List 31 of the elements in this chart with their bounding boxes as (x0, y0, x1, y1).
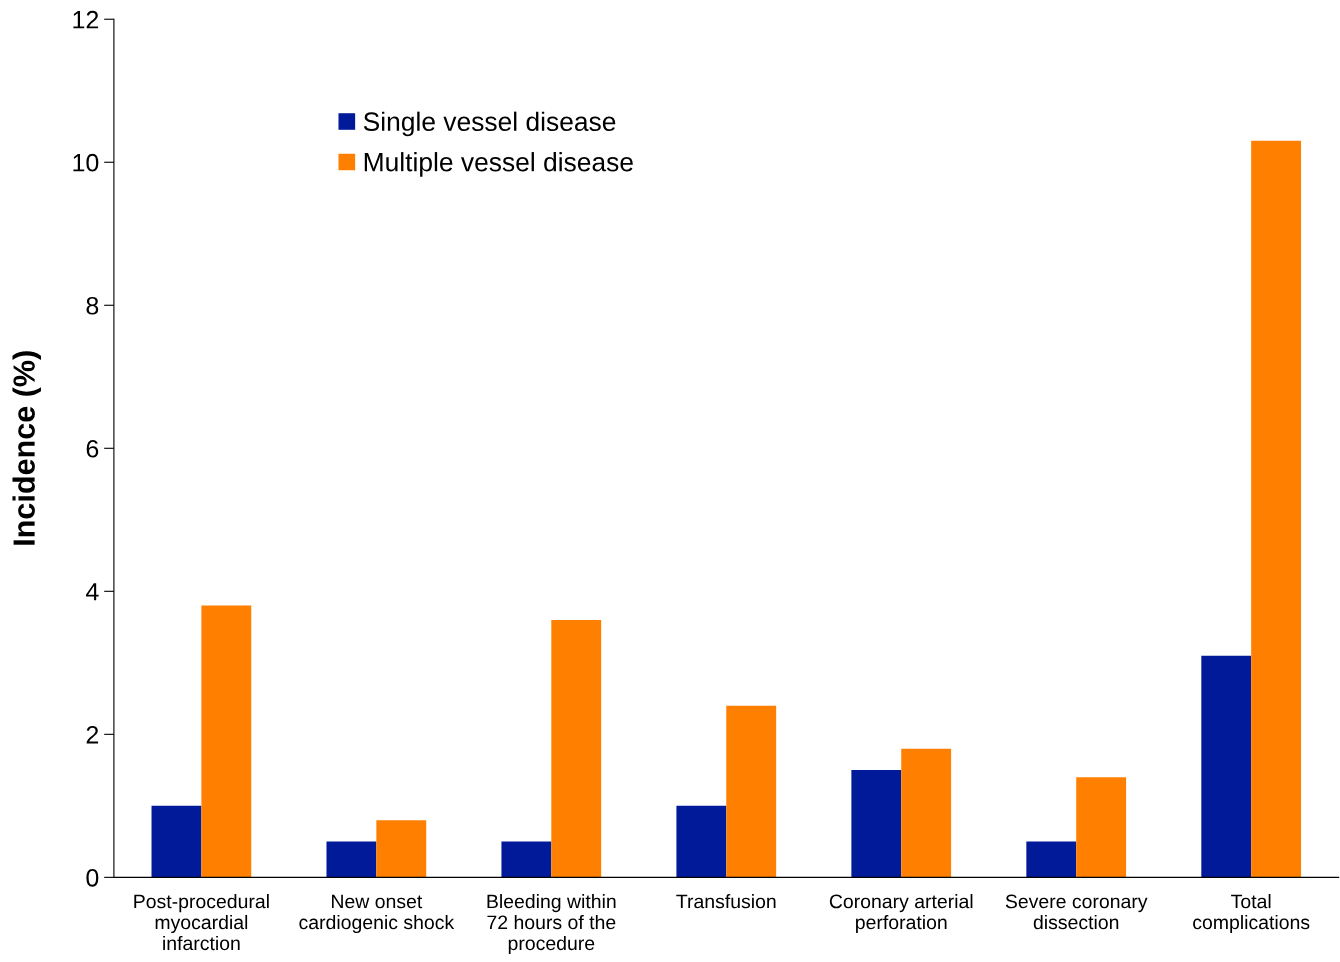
bar (726, 705, 777, 878)
y-tick-label: 2 (86, 725, 99, 744)
bar (1076, 777, 1127, 878)
x-tick-label: Post-procedural myocardial infarction (134, 894, 269, 951)
bar (326, 841, 377, 878)
x-tick-label: New onset cardiogenic shock (299, 894, 455, 934)
x-tick-label: Severe coronary dissection (1005, 894, 1148, 930)
y-tick-label: 12 (73, 10, 99, 29)
bar (1026, 841, 1077, 878)
bar (376, 820, 427, 878)
x-tick-label: Total complications (1193, 894, 1310, 934)
y-tick-label: 6 (86, 439, 99, 458)
y-tick-label: 0 (86, 868, 99, 887)
x-tick-label: Coronary arterial perforation (829, 894, 973, 934)
bar (676, 805, 727, 878)
bar (1251, 140, 1302, 878)
y-tick-label: 8 (86, 296, 99, 315)
y-tick-label: 10 (73, 153, 99, 172)
bar (151, 805, 202, 878)
bar (851, 770, 902, 878)
x-tick-label: Bleeding within 72 hours of the procedure (487, 894, 616, 955)
y-tick-label: 4 (85, 583, 99, 601)
legend-label: Single vessel disease (363, 111, 616, 137)
bar (1201, 655, 1252, 878)
y-axis-title: Incidence (%) (12, 351, 41, 545)
bar (201, 605, 252, 878)
x-tick-label: Transfusion (676, 894, 776, 909)
legend-label: Multiple vessel disease (364, 152, 633, 177)
bar (501, 841, 552, 878)
bar (551, 619, 602, 878)
bar (901, 748, 952, 878)
